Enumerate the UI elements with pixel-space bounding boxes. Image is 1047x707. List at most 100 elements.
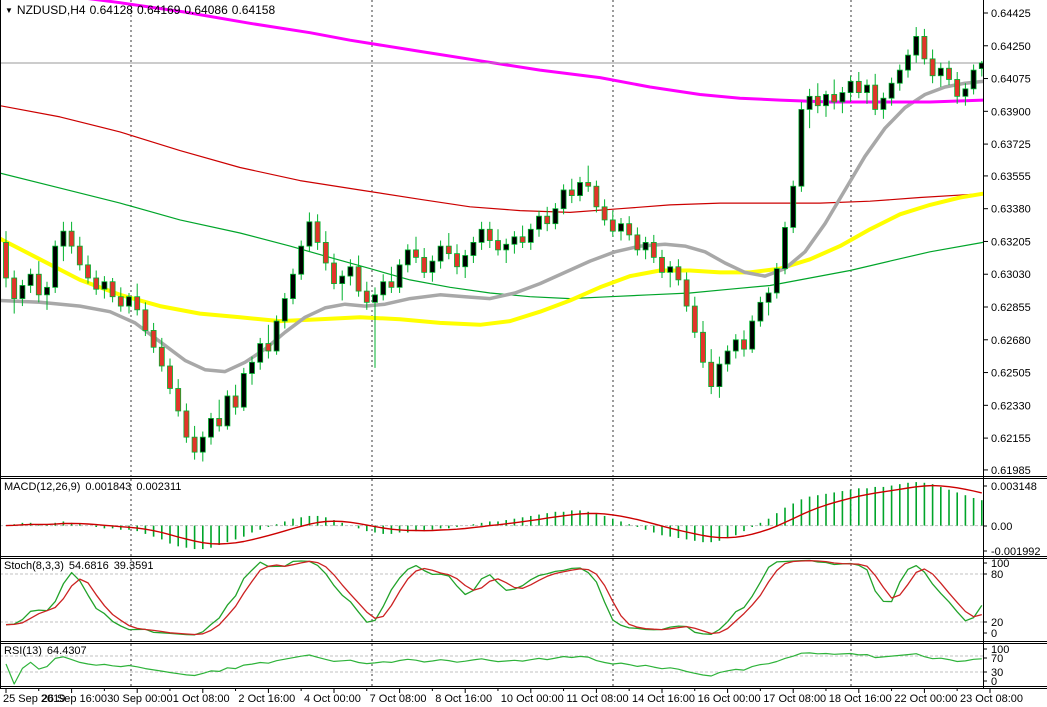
candle-bull xyxy=(273,320,280,352)
candle-bull xyxy=(782,227,788,270)
candle-bear xyxy=(388,281,395,288)
candle-bear xyxy=(626,223,633,236)
price-axis-label: 0.64425 xyxy=(991,8,1031,20)
candle-bear xyxy=(954,79,961,97)
candle-bull xyxy=(511,236,518,245)
candle-bull xyxy=(642,242,649,251)
time-axis-label: 2 Oct 16:00 xyxy=(238,693,295,705)
panel-resize-handle-rsi[interactable] xyxy=(0,640,1047,645)
rsi-indicator-label: RSI(13) 64.4307 xyxy=(4,645,92,657)
panel-resize-handle-stoch[interactable] xyxy=(0,555,1047,560)
candle-bull xyxy=(470,242,477,256)
time-axis-label: 4 Oct 00:00 xyxy=(304,693,361,705)
candle-bear xyxy=(634,234,641,251)
candle-bear xyxy=(35,273,42,296)
candle-bull xyxy=(618,223,624,232)
candle-bull xyxy=(27,273,34,286)
quote-high: 0.64169 xyxy=(136,3,181,17)
candle-bear xyxy=(134,296,141,311)
candle-bear xyxy=(150,330,157,348)
macd-signal-value: 0.002311 xyxy=(136,481,182,493)
indicator-axis-label: 100 xyxy=(991,644,1009,656)
ma-magenta xyxy=(87,0,985,104)
price-axis-label: 0.63555 xyxy=(991,171,1031,183)
candle-bear xyxy=(68,230,75,247)
candle-bull xyxy=(339,275,346,284)
price-axis-label: 0.63900 xyxy=(991,106,1031,118)
candle-bear xyxy=(593,185,600,208)
candle-bull xyxy=(44,286,50,296)
candle-bull xyxy=(257,343,264,363)
candle-bull xyxy=(240,373,247,408)
candle-bear xyxy=(183,410,190,438)
candle-bear xyxy=(609,219,616,232)
candle-bear xyxy=(495,240,501,251)
candle-bear xyxy=(232,395,239,408)
symbol-timeframe: NZDUSD,H4 xyxy=(16,3,86,17)
candle-bear xyxy=(519,236,526,243)
candle-bull xyxy=(298,245,305,275)
candle-bear xyxy=(691,305,698,333)
candle-bear xyxy=(314,221,321,243)
indicator-axis-label: 0.003148 xyxy=(991,481,1037,493)
candle-bear xyxy=(322,242,329,264)
candle-bull xyxy=(823,94,829,107)
candle-bull xyxy=(249,361,255,374)
candle-bear xyxy=(831,94,838,103)
rsi-line xyxy=(5,652,982,685)
candle-bear xyxy=(872,84,879,110)
time-axis-label: 30 Sep 00:00 xyxy=(107,693,172,705)
candle-bear xyxy=(585,182,592,187)
quote-open: 0.64128 xyxy=(89,3,133,17)
candle-bull xyxy=(724,350,731,365)
indicator-axis-label: 20 xyxy=(991,617,1003,629)
ma-red xyxy=(0,105,984,213)
ma-yellow xyxy=(0,191,985,327)
candle-bull xyxy=(536,215,542,230)
candle-bull xyxy=(880,97,887,110)
price-axis-label: 0.64250 xyxy=(991,41,1031,53)
rsi-value: 64.4307 xyxy=(46,645,87,657)
macd-indicator-label: MACD(12,26,9) 0.001843 0.002311 xyxy=(4,481,186,493)
stoch-name: Stoch(8,3,3) xyxy=(4,560,64,572)
candle-bull xyxy=(478,228,485,243)
candle-bull xyxy=(306,221,313,247)
candle-bear xyxy=(601,206,608,221)
time-axis-label: 10 Oct 00:00 xyxy=(501,693,564,705)
candle-bull xyxy=(404,249,411,266)
ma-green-slow xyxy=(0,172,984,300)
candle-bear xyxy=(814,95,821,107)
price-axis-label: 0.62680 xyxy=(991,335,1031,347)
candle-bear xyxy=(650,242,657,258)
time-axis-label: 8 Oct 16:00 xyxy=(435,693,492,705)
ma-gray xyxy=(0,79,985,374)
indicator-axis-label: 30 xyxy=(991,667,1003,679)
candle-bear xyxy=(175,388,182,412)
candle-bull xyxy=(290,273,296,299)
candle-bull xyxy=(462,255,469,268)
candle-bull xyxy=(888,82,895,99)
time-axis-label: 23 Oct 08:00 xyxy=(960,693,1023,705)
candle-bear xyxy=(659,256,665,273)
panel-resize-handle-macd[interactable] xyxy=(0,475,1047,480)
candle-bear xyxy=(445,245,452,255)
quote-low: 0.64086 xyxy=(184,3,228,17)
candle-bull xyxy=(773,268,780,294)
candle-bull xyxy=(224,395,231,427)
indicator-axis-label: 0 xyxy=(991,676,997,688)
candle-bear xyxy=(363,290,370,303)
indicator-axis-label: 70 xyxy=(991,653,1003,665)
candle-bull xyxy=(913,36,920,56)
candle-bear xyxy=(454,253,460,268)
candle-bear xyxy=(741,339,747,350)
candle-bull xyxy=(52,245,59,288)
dropdown-arrow-icon[interactable]: ▼ xyxy=(5,6,13,15)
candle-bear xyxy=(142,309,149,331)
candle-bull xyxy=(126,296,132,307)
candle-bull xyxy=(732,339,739,352)
price-axis-label: 0.61985 xyxy=(991,465,1031,477)
candle-bear xyxy=(3,242,9,279)
candle-bear xyxy=(191,436,198,453)
indicator-axis-label: 80 xyxy=(991,569,1003,581)
